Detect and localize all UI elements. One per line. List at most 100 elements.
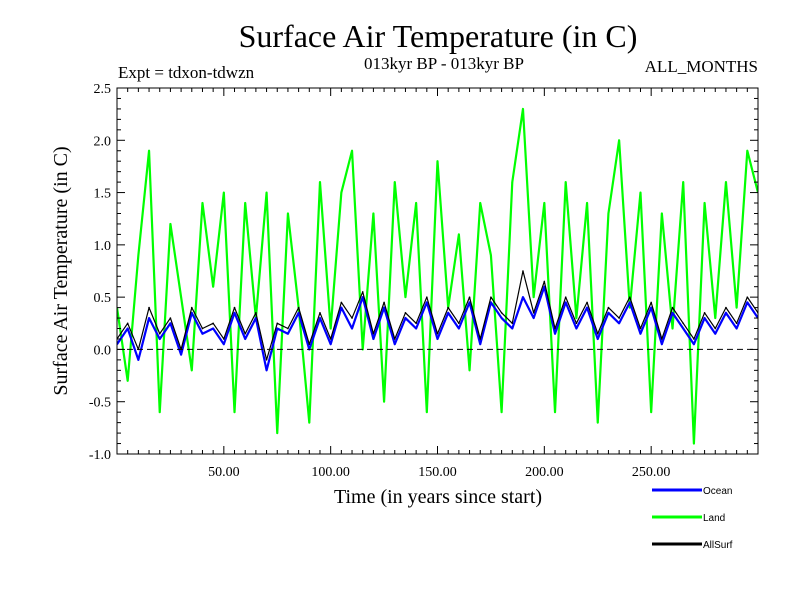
data-point-allsurf: [169, 317, 172, 319]
data-point-land: [148, 149, 150, 152]
data-point-allsurf: [351, 317, 353, 319]
data-point-land: [340, 191, 343, 194]
series-layer: [117, 107, 758, 445]
data-point-allsurf: [233, 306, 236, 309]
x-tick-label: 150.00: [418, 465, 457, 480]
data-point-ocean: [500, 317, 503, 319]
data-point-ocean: [607, 312, 610, 314]
data-point-allsurf: [532, 312, 535, 314]
data-point-ocean: [319, 317, 321, 319]
data-point-ocean: [746, 301, 749, 304]
data-point-allsurf: [276, 322, 279, 325]
data-point-ocean: [543, 285, 546, 288]
data-point-land: [479, 202, 482, 204]
data-point-ocean: [201, 332, 204, 335]
data-point-allsurf: [319, 312, 321, 314]
data-point-ocean: [255, 317, 257, 319]
data-point-land: [223, 191, 225, 194]
data-point-land: [190, 369, 193, 372]
data-point-land: [746, 149, 749, 152]
data-point-land: [554, 411, 556, 413]
data-point-land: [468, 369, 471, 372]
data-point-land: [586, 202, 588, 204]
data-point-ocean: [244, 338, 246, 340]
data-point-land: [639, 191, 642, 194]
data-point-ocean: [650, 306, 652, 309]
data-point-land: [158, 411, 161, 413]
y-axis-label: Surface Air Temperature (in C): [50, 146, 72, 395]
data-point-ocean: [735, 327, 738, 330]
data-point-land: [725, 181, 727, 183]
data-point-ocean: [490, 301, 492, 304]
data-point-land: [126, 380, 129, 382]
data-point-allsurf: [629, 296, 631, 298]
data-point-land: [735, 306, 738, 309]
data-point-land: [682, 181, 685, 183]
data-point-allsurf: [479, 338, 482, 340]
data-point-land: [383, 400, 385, 403]
data-point-land: [500, 411, 503, 413]
data-point-allsurf: [554, 327, 556, 330]
data-point-ocean: [404, 317, 407, 319]
data-point-ocean: [287, 332, 289, 335]
data-point-land: [543, 202, 546, 204]
data-point-allsurf: [255, 312, 257, 314]
legend-label-ocean: Ocean: [703, 486, 732, 497]
data-point-land: [693, 442, 695, 445]
data-point-allsurf: [522, 270, 524, 272]
data-point-ocean: [629, 301, 631, 304]
data-point-allsurf: [607, 306, 610, 309]
data-point-allsurf: [158, 332, 161, 335]
data-point-allsurf: [500, 312, 503, 314]
data-point-allsurf: [693, 338, 695, 340]
data-point-ocean: [297, 312, 300, 314]
legend-label-land: Land: [703, 513, 725, 524]
data-point-ocean: [329, 343, 332, 346]
data-point-land: [490, 254, 492, 257]
data-point-allsurf: [671, 306, 674, 309]
data-point-ocean: [586, 306, 588, 309]
data-point-land: [575, 317, 578, 319]
data-point-allsurf: [436, 332, 439, 335]
data-point-ocean: [575, 327, 578, 330]
data-point-land: [618, 139, 620, 142]
data-point-allsurf: [661, 338, 663, 340]
y-tick-label: -0.5: [89, 396, 111, 411]
data-point-land: [458, 233, 460, 236]
data-point-ocean: [661, 343, 663, 346]
x-tick-label: 100.00: [311, 465, 350, 480]
data-point-allsurf: [329, 338, 332, 340]
y-tick-label: 1.0: [94, 239, 112, 254]
data-point-allsurf: [714, 327, 717, 330]
axis-ticks: -1.0 -0.5 0.0 0.5 1.0 1.5 2.0 2.5 50.00 100.00 150…: [89, 82, 758, 480]
data-point-ocean: [158, 338, 161, 340]
data-point-ocean: [351, 327, 353, 330]
data-point-land: [415, 202, 417, 204]
data-point-allsurf: [201, 327, 204, 330]
data-point-ocean: [393, 343, 396, 346]
data-point-allsurf: [404, 312, 407, 314]
data-point-ocean: [126, 327, 129, 330]
data-point-land: [169, 223, 172, 225]
data-point-ocean: [596, 338, 599, 340]
data-point-ocean: [682, 327, 685, 330]
data-point-allsurf: [596, 332, 599, 335]
data-point-land: [671, 327, 674, 330]
data-point-allsurf: [148, 306, 150, 309]
data-point-allsurf: [361, 291, 364, 293]
data-point-land: [233, 411, 236, 413]
data-point-land: [180, 296, 182, 298]
data-point-allsurf: [468, 296, 471, 298]
chart-title: Surface Air Temperature (in C): [239, 18, 638, 54]
data-point-allsurf: [265, 359, 268, 361]
data-point-land: [137, 254, 140, 257]
data-point-ocean: [265, 369, 268, 372]
data-point-allsurf: [126, 322, 129, 325]
y-tick-label: 0.0: [94, 343, 112, 358]
data-point-ocean: [415, 327, 417, 330]
legend-label-allsurf: AllSurf: [703, 540, 733, 551]
data-point-ocean: [522, 296, 524, 298]
data-point-ocean: [223, 343, 225, 346]
data-point-ocean: [233, 312, 236, 314]
